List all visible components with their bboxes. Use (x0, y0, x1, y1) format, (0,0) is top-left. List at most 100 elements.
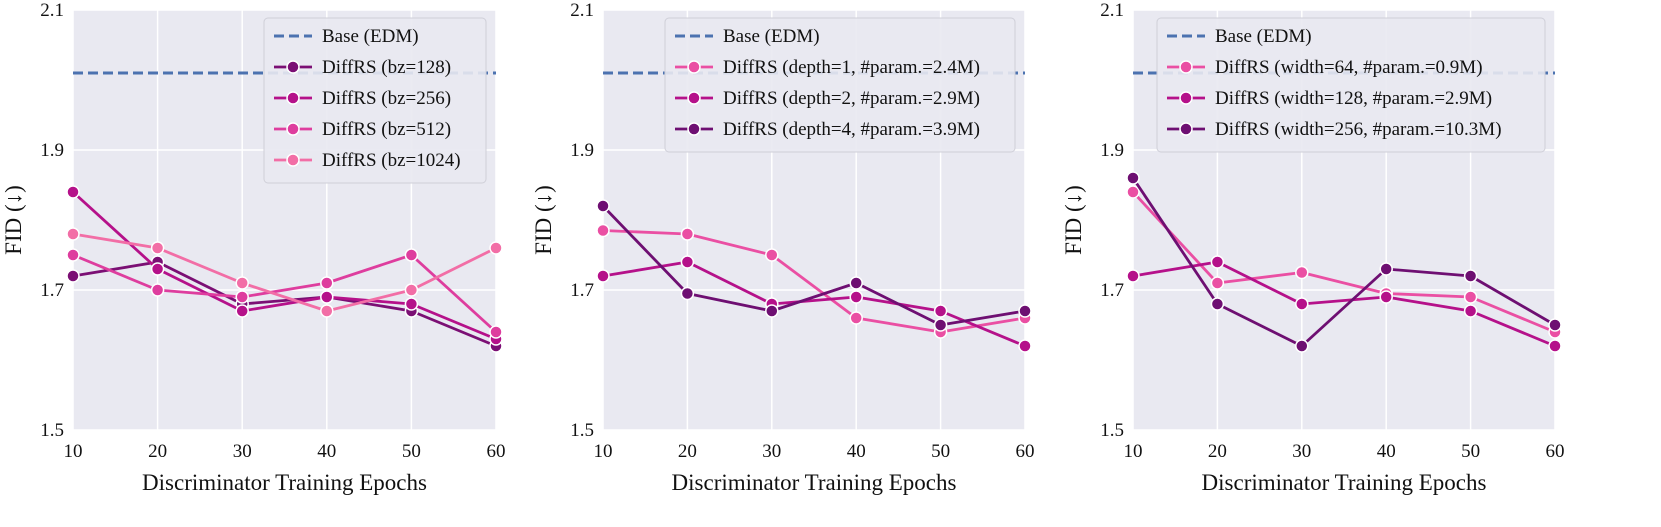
y-tick-label: 1.9 (1100, 140, 1124, 161)
x-tick-label: 10 (1124, 441, 1143, 462)
legend-item: DiffRS (width=256, #param.=10.3M) (1167, 119, 1502, 140)
data-point (235, 276, 249, 290)
legend-item: Base (EDM) (1167, 26, 1312, 47)
data-point (596, 199, 610, 213)
y-tick-label: 1.7 (570, 280, 594, 301)
y-tick-label: 1.7 (40, 280, 64, 301)
series-line (602, 260, 1026, 348)
x-tick-label: 10 (594, 441, 613, 462)
legend-label: DiffRS (bz=128) (322, 57, 451, 78)
data-point (1463, 269, 1478, 283)
data-point (680, 227, 695, 241)
data-point (489, 325, 503, 339)
x-axis-label: Discriminator Training Epochs (672, 470, 957, 495)
y-tick-label: 1.5 (570, 420, 594, 441)
data-point (1126, 269, 1140, 283)
data-point (1126, 171, 1140, 185)
data-point (1295, 339, 1309, 353)
legend-item: DiffRS (width=64, #param.=0.9M) (1167, 57, 1483, 78)
data-point (765, 248, 779, 262)
data-point (66, 227, 80, 241)
data-point (765, 304, 779, 318)
legend-item: DiffRS (bz=512) (274, 119, 451, 140)
data-point (1018, 304, 1032, 318)
data-point (596, 269, 610, 283)
y-axis-label: FID (↓) (531, 185, 556, 255)
legend: Base (EDM) DiffRS (depth=1, #param.=2.4M)… (664, 17, 1016, 153)
data-point (150, 241, 165, 255)
data-point (1379, 262, 1393, 276)
data-point (66, 185, 80, 199)
y-axis-label: FID (↓) (1, 185, 26, 255)
legend-item: DiffRS (depth=2, #param.=2.9M) (675, 88, 980, 109)
x-tick-label: 50 (931, 441, 950, 462)
y-axis-label: FID (↓) (1061, 185, 1086, 255)
legend-label: Base (EDM) (322, 26, 419, 47)
series-line (72, 260, 497, 348)
data-point (404, 283, 419, 297)
x-tick-label: 50 (402, 441, 421, 462)
legend-item: DiffRS (depth=4, #param.=3.9M) (675, 119, 980, 140)
legend-label: DiffRS (bz=512) (322, 119, 451, 140)
series-line (601, 205, 1026, 327)
x-tick-label: 30 (1292, 441, 1311, 462)
legend-label: DiffRS (width=256, #param.=10.3M) (1215, 119, 1502, 140)
x-axis-label: Discriminator Training Epochs (142, 470, 427, 495)
data-point (1548, 339, 1562, 353)
data-point (849, 311, 863, 325)
data-point (404, 297, 419, 311)
x-tick-label: 10 (64, 441, 83, 462)
data-point (933, 318, 948, 332)
x-tick-label: 60 (487, 441, 506, 462)
y-tick-label: 1.5 (40, 420, 64, 441)
data-point (596, 223, 610, 238)
data-point (1295, 297, 1309, 311)
x-tick-label: 40 (847, 441, 866, 462)
series-line (1132, 260, 1556, 348)
x-tick-label: 60 (1546, 441, 1565, 462)
legend-box (1156, 17, 1546, 153)
legend-label: DiffRS (bz=256) (322, 88, 451, 109)
series-line (72, 253, 497, 334)
x-tick-label: 20 (1208, 441, 1227, 462)
y-tick-label: 2.1 (40, 0, 64, 21)
x-tick-label: 40 (317, 441, 336, 462)
x-tick-label: 40 (1377, 441, 1396, 462)
legend-item: Base (EDM) (675, 26, 820, 47)
legend-item: DiffRS (bz=256) (274, 88, 451, 109)
data-point (66, 269, 80, 283)
data-point (1295, 265, 1309, 280)
legend-box (263, 17, 487, 184)
data-point (1379, 290, 1393, 304)
chart-panel-2: 10 20 30 40 50 60 1.5 1.7 1.9 2.1 Discriminator Tr… (531, 0, 1035, 495)
series-line (72, 190, 497, 341)
data-point (680, 286, 695, 301)
data-point (320, 304, 334, 318)
data-point (235, 290, 249, 304)
series-line (1131, 191, 1556, 334)
data-point (849, 276, 863, 290)
y-tick-label: 1.5 (1100, 420, 1124, 441)
legend-label: DiffRS (depth=1, #param.=2.4M) (723, 57, 980, 78)
legend-item: DiffRS (bz=1024) (274, 150, 461, 171)
data-point (1463, 304, 1478, 318)
data-point (404, 248, 419, 262)
chart-panel-3: 10 20 30 40 50 60 1.5 1.7 1.9 2.1 Discriminator Tr… (1061, 0, 1565, 495)
data-point (1126, 185, 1140, 199)
y-tick-label: 2.1 (570, 0, 594, 21)
legend-label: DiffRS (width=64, #param.=0.9M) (1215, 57, 1483, 78)
data-point (320, 290, 334, 304)
data-point (1210, 276, 1225, 290)
y-tick-label: 2.1 (1100, 0, 1124, 21)
x-tick-label: 30 (762, 441, 781, 462)
legend-swatch-marker (1179, 91, 1193, 105)
legend-box (664, 17, 1016, 153)
x-tick-label: 50 (1461, 441, 1480, 462)
y-tick-label: 1.9 (40, 140, 64, 161)
series-line (72, 232, 497, 313)
x-tick-label: 60 (1016, 441, 1035, 462)
legend-swatch-marker (1179, 60, 1193, 74)
legend-label: Base (EDM) (1215, 26, 1312, 47)
data-point (1463, 290, 1478, 304)
